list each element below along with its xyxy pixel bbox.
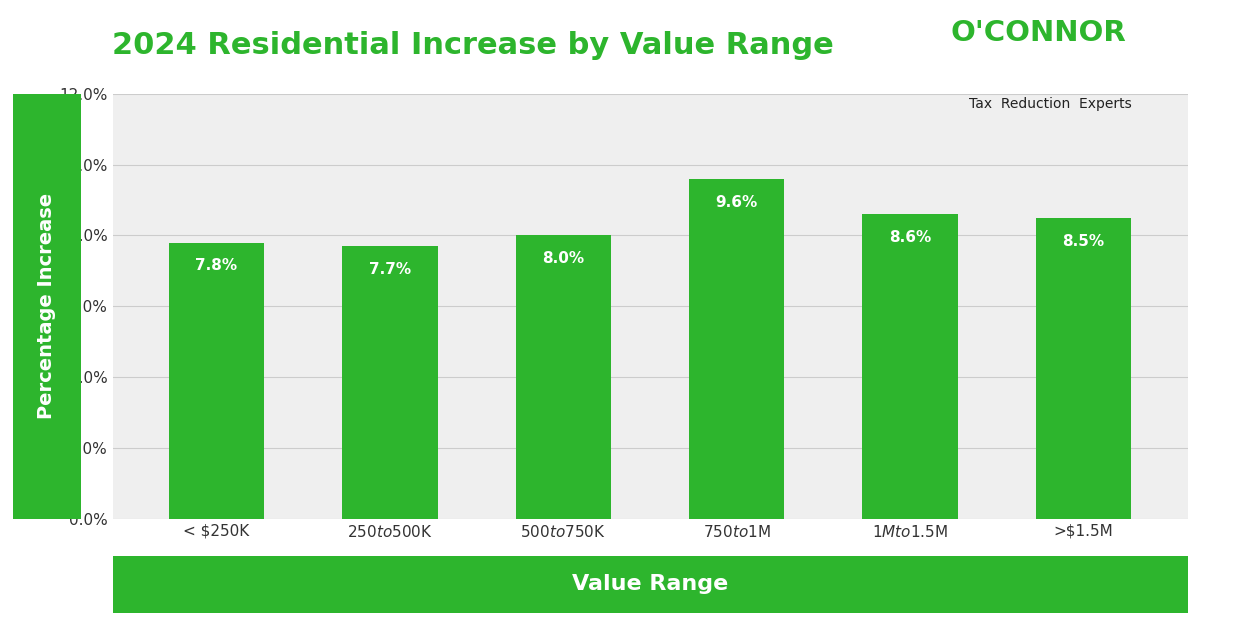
Bar (1036, 217, 1131, 519)
Text: Percentage Increase: Percentage Increase (38, 193, 56, 419)
Bar (516, 236, 611, 519)
Text: 9.6%: 9.6% (715, 195, 757, 210)
Text: 7.7%: 7.7% (369, 262, 411, 277)
Bar (689, 179, 785, 519)
Bar (169, 242, 264, 519)
Text: 8.6%: 8.6% (889, 230, 931, 245)
Text: 8.5%: 8.5% (1062, 234, 1105, 249)
Text: 8.0%: 8.0% (542, 251, 584, 266)
Bar (342, 246, 437, 519)
Text: 2024 Residential Increase by Value Range: 2024 Residential Increase by Value Range (112, 31, 834, 60)
Bar (862, 214, 958, 519)
Text: Tax  Reduction  Experts: Tax Reduction Experts (969, 97, 1131, 111)
Text: O'CONNOR: O'CONNOR (950, 19, 1126, 47)
Text: Value Range: Value Range (572, 574, 728, 594)
Text: 7.8%: 7.8% (195, 259, 238, 274)
